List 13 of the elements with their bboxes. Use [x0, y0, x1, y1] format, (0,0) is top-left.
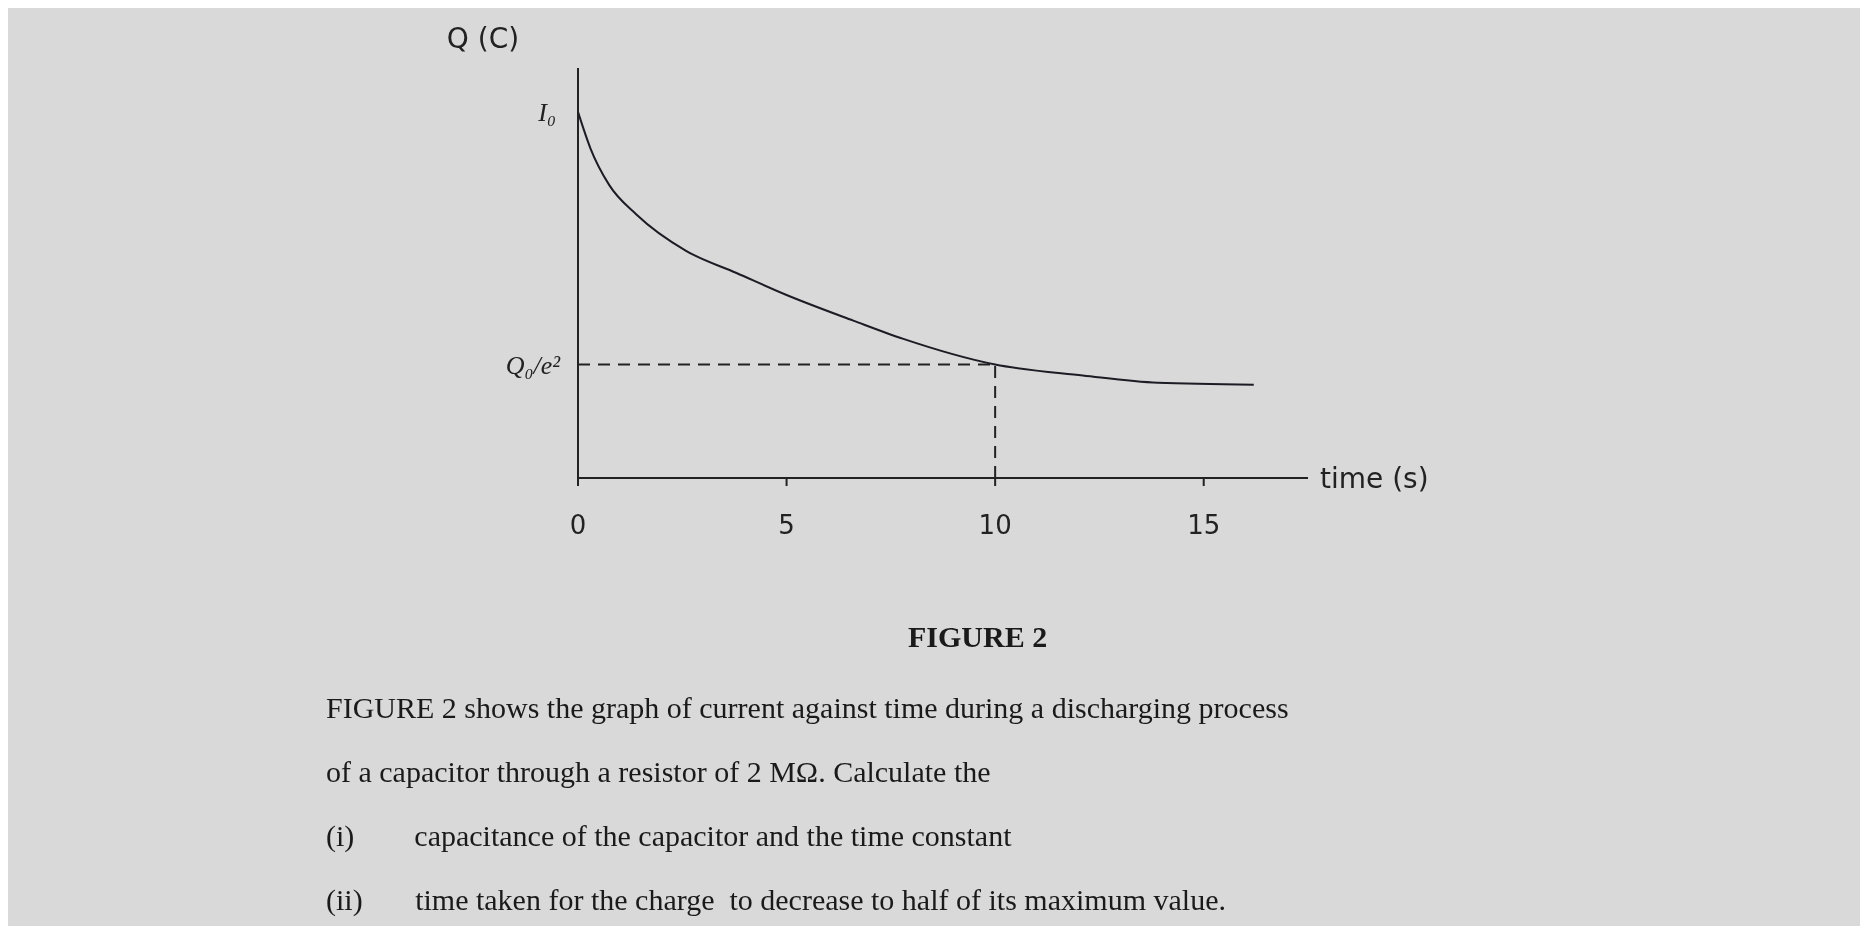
x-tick-label: 0 [569, 510, 587, 541]
text: of a capacitor through a resistor of 2 MΩ. Calculate the [326, 754, 992, 790]
x-tick-label: 5 [778, 510, 795, 541]
annotation: I₀ [537, 98, 556, 128]
text: (ii) time taken for the charge to decrease to half of its maximum value. [326, 882, 1227, 918]
x-tick-label: 10 [978, 510, 1012, 541]
ref-line-label: Q₀/e² [505, 350, 562, 380]
x-tick-label: 15 [1187, 510, 1221, 541]
text: FIGURE 2 [908, 620, 1048, 654]
y-axis-title: Q (C) [446, 22, 520, 55]
caption: FIGURE 2 shows the graph of current against time during a discharging process [326, 690, 1289, 726]
text: (i) capacitance of the capacitor and the time constant [326, 818, 1013, 854]
x-axis-title: time (s) [1320, 461, 1429, 495]
